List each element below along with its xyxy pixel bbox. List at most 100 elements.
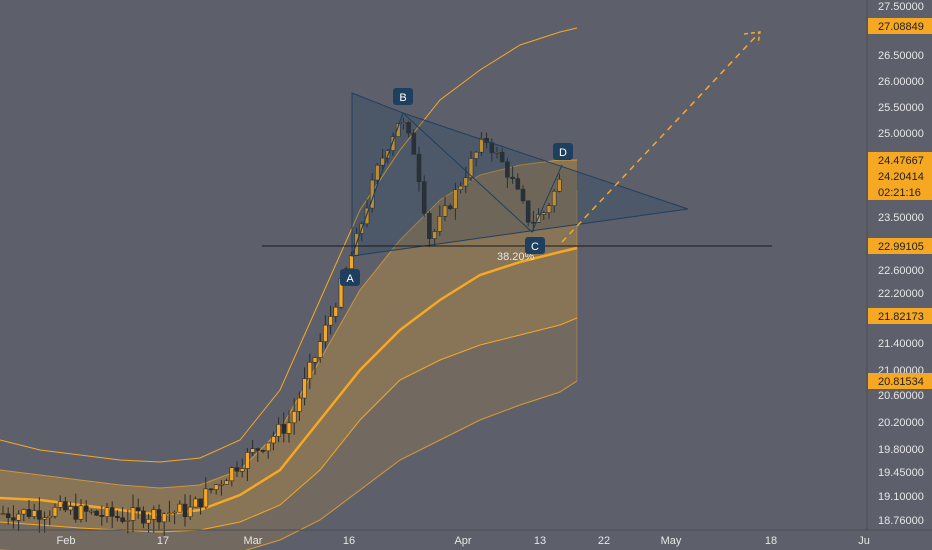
time-tick-label: Apr — [454, 535, 471, 547]
time-tick-label: Feb — [57, 535, 76, 547]
candle-body — [31, 510, 37, 517]
candles — [0, 117, 562, 536]
band-upper-line — [0, 27, 578, 463]
pattern-point-badge — [525, 237, 545, 254]
price-tag — [868, 373, 932, 389]
candle-body — [333, 306, 339, 317]
candle-body — [57, 501, 63, 508]
candle-body — [520, 188, 526, 202]
candle-body — [203, 488, 209, 508]
harmonic-pattern: 38.20% A B C D — [262, 31, 772, 286]
candle-body — [73, 506, 79, 520]
time-tick-label: Ju — [858, 535, 870, 547]
pattern-point-label-d: D — [559, 147, 567, 159]
price-tick-label: 19.10000 — [878, 491, 924, 503]
candle-body — [395, 123, 401, 137]
candle-body — [250, 448, 255, 453]
time-tick-label: May — [661, 535, 682, 547]
candle-body — [0, 513, 6, 515]
fib-label: 38.20% — [497, 251, 535, 263]
candle-body — [406, 122, 411, 134]
candle-body — [52, 507, 58, 517]
price-tick-label: 19.80000 — [878, 444, 924, 456]
candle-body — [463, 177, 469, 187]
candle-body — [447, 205, 453, 209]
price-tag-label: 02:21:16 — [878, 187, 921, 199]
candle-body — [260, 450, 266, 452]
time-tick-label: 16 — [343, 535, 355, 547]
price-tick-label: 25.00000 — [878, 128, 924, 140]
price-tick-label: 22.60000 — [878, 265, 924, 277]
candle-body — [473, 151, 479, 159]
candle-body — [276, 424, 281, 437]
candle-body — [11, 517, 16, 521]
candle-body — [515, 178, 521, 190]
candle-body — [557, 178, 562, 192]
band-lower-line — [0, 317, 578, 533]
candle-body — [99, 514, 105, 517]
candle-body — [167, 512, 172, 515]
price-tick-label: 23.50000 — [878, 212, 924, 224]
candle-body — [453, 189, 458, 209]
candle-body — [125, 520, 131, 522]
pattern-point-badge — [340, 269, 360, 286]
pattern-bcd-line — [402, 112, 563, 233]
candle-body — [328, 316, 333, 326]
band-basis-line — [0, 246, 578, 517]
candle-body — [208, 488, 214, 491]
candle-body — [302, 378, 307, 399]
projection-arrow-head — [743, 31, 761, 45]
candle-body — [510, 176, 515, 179]
candle-body — [364, 207, 370, 225]
time-axis[interactable]: Feb 17 Mar 16 Apr 13 22 May 18 Ju — [0, 529, 932, 547]
price-axis[interactable]: 27.50000 26.50000 26.00000 25.50000 25.00000… — [866, 0, 932, 530]
pattern-point-badge — [393, 88, 413, 105]
candle-body — [546, 205, 552, 213]
candle-body — [26, 509, 32, 517]
candle-body — [5, 513, 11, 518]
candle-body — [531, 221, 536, 224]
price-tick-label: 26.00000 — [878, 76, 924, 88]
candle-body — [21, 509, 27, 515]
candle-body — [187, 506, 193, 518]
candle-body — [479, 138, 484, 153]
price-tag — [868, 18, 932, 34]
time-tick-label: 13 — [534, 535, 546, 547]
time-tick-label: 22 — [598, 535, 610, 547]
candle-body — [234, 467, 240, 472]
candle-body — [42, 517, 47, 520]
candle-body — [219, 483, 224, 486]
band-fill-inner — [0, 160, 577, 532]
candle-body — [229, 467, 235, 482]
candle-body — [323, 324, 328, 342]
candle-body — [416, 154, 422, 182]
price-tag — [868, 308, 932, 324]
candle-body — [63, 501, 68, 511]
price-tag-label: 24.47667 — [878, 155, 924, 167]
price-tick-label: 22.20000 — [878, 288, 924, 300]
price-tag — [868, 238, 932, 254]
candle-body — [193, 498, 198, 508]
price-tick-label: 25.50000 — [878, 102, 924, 114]
candle-body — [109, 507, 115, 517]
price-tick-label: 20.60000 — [878, 390, 924, 402]
candle-body — [432, 231, 437, 239]
candle-body — [16, 513, 21, 521]
price-tick-label: 18.76000 — [878, 515, 924, 527]
candle-body — [115, 516, 120, 519]
candle-body — [198, 498, 203, 508]
candle-body — [177, 503, 183, 513]
candle-body — [525, 200, 531, 223]
pattern-point-label-a: A — [346, 273, 354, 285]
candle-body — [291, 411, 297, 424]
pattern-point-badge — [553, 143, 573, 160]
price-tick-label: 26.50000 — [878, 50, 924, 62]
time-tick-label: 18 — [765, 535, 777, 547]
band-fill-outer — [0, 318, 577, 550]
price-tag-label: 22.99105 — [878, 241, 924, 253]
candle-body — [78, 505, 84, 520]
candle-body — [307, 361, 313, 379]
band-top-line — [0, 159, 577, 489]
price-tick-label: 20.20000 — [878, 417, 924, 429]
pattern-point-label-c: C — [531, 241, 539, 253]
